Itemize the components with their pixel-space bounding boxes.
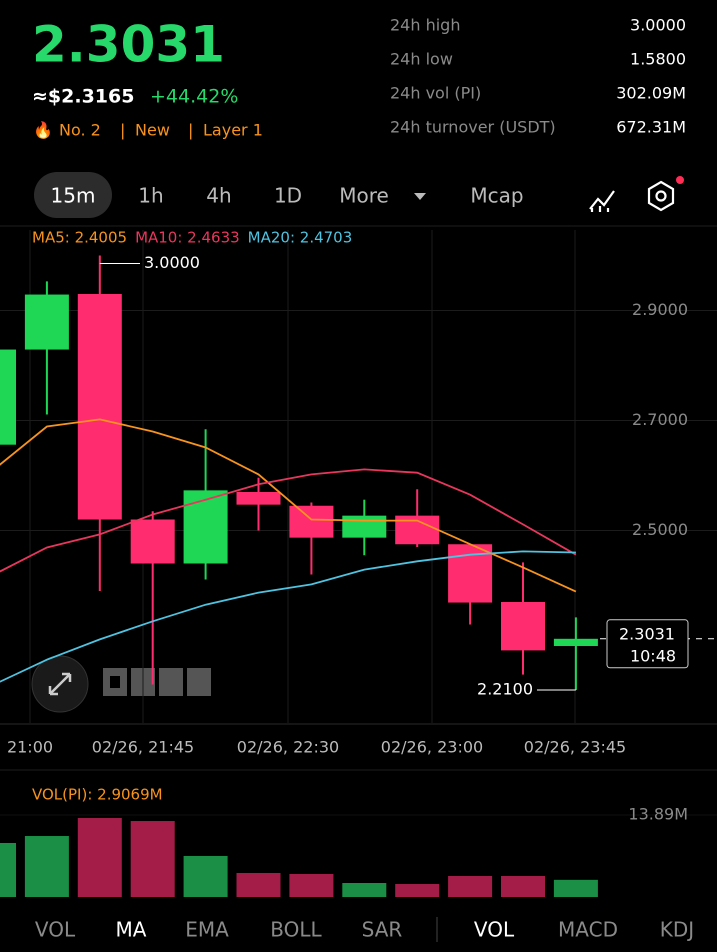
settings-icon[interactable] (647, 176, 684, 212)
tag: New (135, 121, 170, 140)
usd-price: ≈$2.3165 (32, 86, 134, 108)
price: 2.3031 (32, 16, 225, 74)
volume-bar (289, 873, 334, 897)
stat-label: 24h high (390, 16, 460, 35)
x-tick-label: 21:00 (7, 738, 53, 757)
volume-bar (0, 842, 16, 897)
stat-label: 24h turnover (USDT) (390, 118, 556, 137)
candle-body (342, 515, 387, 538)
legend-entry: MA5: 2.4005 (32, 229, 127, 247)
indicator-tab[interactable]: KDJ (660, 918, 694, 942)
indicator-tab[interactable]: VOL (474, 918, 515, 942)
timeframe-tab[interactable]: 1h (138, 184, 163, 208)
candle-body (236, 492, 281, 505)
y-tick-label: 2.5000 (632, 520, 688, 539)
volume-bar (236, 872, 281, 897)
price-tag (606, 619, 689, 669)
tag-separator: | (120, 121, 125, 140)
candle-body (553, 638, 598, 646)
stat-value: 3.0000 (630, 16, 686, 35)
stat-value: 672.31M (616, 118, 686, 137)
y-tick-label: 2.9000 (632, 300, 688, 319)
tab-selected[interactable] (34, 172, 112, 218)
indicator-tab[interactable]: BOLL (270, 918, 322, 942)
stat-value: 1.5800 (630, 50, 686, 69)
tag-separator: | (188, 121, 193, 140)
volume-bar (553, 879, 598, 897)
x-tick-label: 02/26, 21:45 (92, 738, 194, 757)
volume-bar (183, 855, 228, 897)
timeframe-tab[interactable]: 15m (51, 184, 96, 208)
volume-bar (24, 836, 69, 897)
volume-bar (501, 875, 545, 897)
indicator-tab[interactable]: SAR (362, 918, 403, 942)
candle-body (183, 490, 228, 564)
volume-bar (395, 884, 440, 897)
candle-body (77, 294, 122, 520)
volume-bar (77, 818, 122, 897)
x-tick-label: 02/26, 23:00 (381, 738, 483, 757)
timeframe-tab[interactable]: 4h (206, 184, 231, 208)
y-tick-label: 13.89M (628, 805, 688, 824)
last-price-label: 2.3031 (619, 624, 675, 643)
volume-bar (342, 883, 387, 897)
volume-bar (130, 821, 175, 897)
indicator-tab[interactable]: EMA (185, 918, 229, 942)
indicator-tab[interactable]: MA (116, 918, 147, 942)
x-tick-label: 02/26, 22:30 (237, 738, 339, 757)
stat-value: 302.09M (616, 84, 686, 103)
ma-line (0, 468, 577, 573)
volume-title: VOL(PI): 2.9069M (32, 786, 163, 804)
candle-body (0, 349, 16, 445)
y-tick-label: 2.7000 (632, 410, 688, 429)
indicator-tab[interactable]: MACD (558, 918, 618, 942)
candle-body (289, 505, 334, 538)
countdown: 10:48 (630, 646, 676, 665)
x-tick-label: 02/26, 23:45 (524, 738, 626, 757)
legend-entry: MA20: 2.4703 (248, 229, 353, 247)
stat-label: 24h low (390, 50, 453, 69)
volume-bar (448, 875, 493, 897)
chart-style-icon[interactable] (589, 190, 615, 212)
ma-line (0, 550, 576, 683)
timeframe-tab[interactable]: Mcap (470, 184, 523, 208)
legend-entry: MA10: 2.4633 (135, 229, 240, 247)
candle-body (130, 519, 175, 564)
change: +44.42% (150, 86, 238, 108)
tag: Layer 1 (203, 121, 263, 140)
flame-icon: 🔥 (33, 121, 53, 140)
ma-line (0, 418, 577, 593)
timeframe-tab[interactable]: 1D (274, 184, 302, 208)
high-label: 3.0000 (144, 253, 200, 272)
tag: No. 2 (59, 121, 101, 140)
timeframe-tab[interactable]: More (339, 184, 389, 208)
candle-body (501, 602, 545, 651)
low-label: 2.2100 (477, 680, 533, 699)
indicator-tab[interactable]: VOL (35, 918, 76, 942)
stat-label: 24h vol (PI) (390, 84, 481, 103)
candle-body (24, 294, 69, 350)
dropdown-arrow (414, 193, 426, 200)
